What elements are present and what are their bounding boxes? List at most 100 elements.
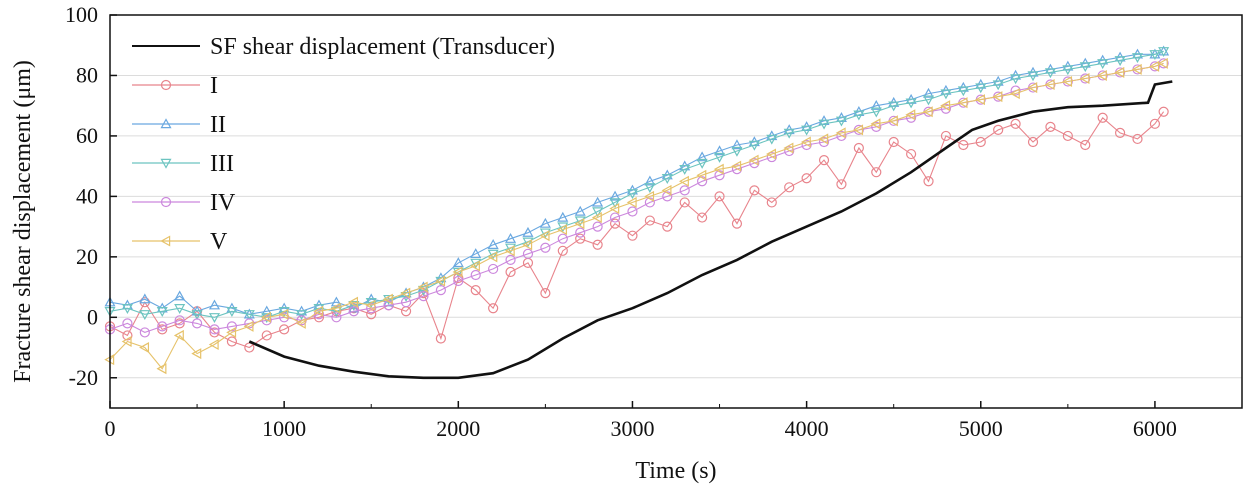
data-point bbox=[940, 89, 952, 100]
data-point bbox=[678, 175, 689, 187]
data-point bbox=[957, 97, 968, 109]
y-tick-label: 40 bbox=[76, 183, 98, 208]
series-5 bbox=[104, 58, 1169, 338]
data-point bbox=[1132, 133, 1143, 145]
data-point bbox=[139, 310, 151, 321]
data-point bbox=[835, 116, 847, 127]
data-point bbox=[714, 170, 725, 181]
data-point bbox=[505, 243, 517, 254]
data-point bbox=[1062, 65, 1074, 76]
data-point bbox=[906, 148, 917, 160]
data-point bbox=[766, 134, 778, 145]
data-point bbox=[731, 164, 743, 175]
data-point bbox=[1097, 112, 1108, 123]
legend: SF shear displacement (Transducer)IIIIII… bbox=[132, 34, 555, 255]
data-point bbox=[801, 173, 812, 184]
data-point bbox=[957, 86, 969, 97]
data-point bbox=[958, 139, 969, 151]
data-point bbox=[331, 312, 342, 323]
data-point bbox=[382, 293, 393, 305]
data-point bbox=[923, 176, 934, 187]
data-point bbox=[121, 304, 133, 314]
data-point bbox=[487, 239, 499, 249]
series-6 bbox=[104, 57, 1168, 375]
data-point bbox=[557, 245, 568, 256]
data-point bbox=[697, 212, 708, 223]
data-point bbox=[1114, 56, 1126, 67]
data-point bbox=[348, 306, 359, 317]
y-tick-label: 60 bbox=[76, 123, 98, 148]
y-axis-title: Fracture shear displacement (μm) bbox=[10, 60, 36, 383]
data-point bbox=[644, 183, 656, 194]
x-tick-label: 4000 bbox=[785, 416, 829, 441]
y-tick-label: -20 bbox=[69, 365, 98, 390]
data-point bbox=[174, 318, 185, 329]
data-point bbox=[1114, 66, 1125, 78]
data-point bbox=[906, 112, 917, 123]
data-point bbox=[557, 222, 569, 233]
data-point bbox=[818, 136, 830, 148]
data-point bbox=[714, 152, 726, 163]
legend-marker bbox=[160, 118, 172, 129]
data-point bbox=[644, 175, 656, 186]
data-point bbox=[505, 254, 516, 265]
legend-item: I bbox=[132, 73, 218, 99]
data-point bbox=[975, 94, 985, 106]
data-point bbox=[557, 224, 568, 236]
legend-label: III bbox=[210, 151, 234, 177]
data-point bbox=[209, 327, 220, 338]
data-point bbox=[853, 124, 864, 136]
data-point bbox=[662, 191, 673, 202]
data-point bbox=[365, 299, 376, 311]
data-point bbox=[139, 342, 150, 354]
data-point bbox=[609, 218, 621, 229]
data-point bbox=[888, 136, 899, 148]
legend-label: I bbox=[210, 73, 218, 99]
data-point bbox=[279, 312, 290, 323]
data-point bbox=[783, 128, 795, 139]
data-point bbox=[470, 269, 481, 281]
data-point bbox=[731, 160, 742, 172]
data-point bbox=[1009, 88, 1020, 100]
data-point bbox=[156, 363, 167, 375]
data-point bbox=[575, 227, 586, 238]
data-point bbox=[557, 211, 569, 222]
data-point bbox=[1027, 136, 1039, 148]
data-point bbox=[243, 310, 255, 321]
data-point bbox=[244, 342, 255, 353]
data-point bbox=[609, 212, 621, 223]
data-point bbox=[383, 300, 394, 311]
data-point bbox=[644, 197, 655, 208]
data-point bbox=[697, 176, 708, 187]
data-point bbox=[121, 335, 132, 348]
data-point bbox=[661, 184, 672, 196]
data-point bbox=[696, 158, 708, 169]
data-point bbox=[975, 83, 987, 94]
data-point bbox=[992, 80, 1004, 91]
data-point bbox=[574, 216, 586, 227]
data-point bbox=[1149, 50, 1161, 61]
series-4 bbox=[104, 47, 1170, 324]
data-point bbox=[191, 318, 203, 329]
plot-frame bbox=[109, 14, 1243, 409]
data-point bbox=[173, 329, 184, 341]
data-point bbox=[591, 212, 602, 224]
data-point bbox=[122, 330, 133, 341]
series-line bbox=[109, 62, 1164, 333]
data-point bbox=[783, 142, 794, 154]
series-line bbox=[109, 62, 1164, 370]
data-point bbox=[522, 237, 534, 248]
data-point bbox=[644, 190, 655, 202]
data-point bbox=[661, 174, 673, 184]
data-point bbox=[905, 98, 917, 109]
data-point bbox=[488, 303, 499, 314]
legend-marker bbox=[160, 158, 172, 169]
data-point bbox=[313, 304, 325, 314]
data-point bbox=[1149, 118, 1161, 129]
data-point bbox=[487, 249, 499, 260]
data-point bbox=[1096, 69, 1107, 81]
data-point bbox=[1149, 60, 1160, 72]
data-point bbox=[261, 315, 272, 326]
